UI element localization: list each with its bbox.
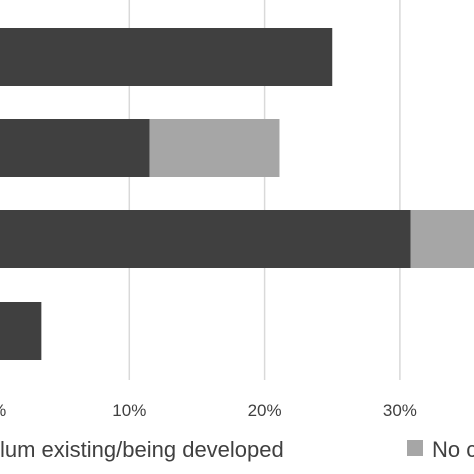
bar-row-3-series-2 — [410, 210, 474, 268]
bar-row-1-series-1 — [0, 28, 333, 86]
x-axis-tick-labels: 0% 10% 20% 30% — [0, 401, 417, 420]
bar-row-2-series-1 — [0, 119, 150, 177]
x-tick-label-0: 0% — [0, 401, 6, 420]
legend: lum existing/being developed No c — [0, 437, 474, 462]
legend-label-series-2: No c — [432, 437, 474, 462]
bar-row-4-series-1 — [0, 302, 42, 360]
x-tick-label-20: 20% — [248, 401, 282, 420]
bars — [0, 28, 474, 360]
x-tick-label-30: 30% — [383, 401, 417, 420]
x-tick-label-10: 10% — [112, 401, 146, 420]
bar-row-3-series-1 — [0, 210, 411, 268]
bar-row-2-series-2 — [149, 119, 280, 177]
legend-swatch-series-2 — [407, 440, 423, 456]
legend-label-series-1: lum existing/being developed — [0, 437, 284, 462]
